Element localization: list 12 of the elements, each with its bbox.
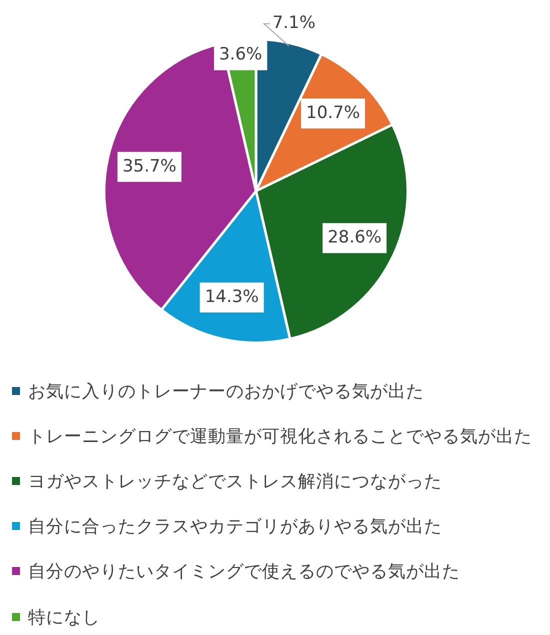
legend-label: 特になし (28, 606, 100, 629)
data-label: 28.6% (328, 228, 382, 248)
data-label: 3.6% (218, 44, 262, 65)
data-label: 10.7% (306, 102, 360, 123)
legend-label: 自分のやりたいタイミングで使えるのでやる気が出た (28, 561, 460, 584)
data-label: 35.7% (122, 156, 176, 176)
legend-label: トレーニングログで運動量が可視化されることでやる気が出た (28, 426, 532, 448)
legend-label: 自分に合ったクラスやカテゴリがありやる気が出た (28, 516, 442, 538)
legend-label: ヨガやストレッチなどでストレス解消につながった (28, 470, 442, 493)
data-label: 7.1% (272, 13, 316, 34)
legend-label: お気に入りのトレーナーのおかげでやる気が出た (28, 380, 424, 403)
data-label: 14.3% (204, 286, 259, 307)
